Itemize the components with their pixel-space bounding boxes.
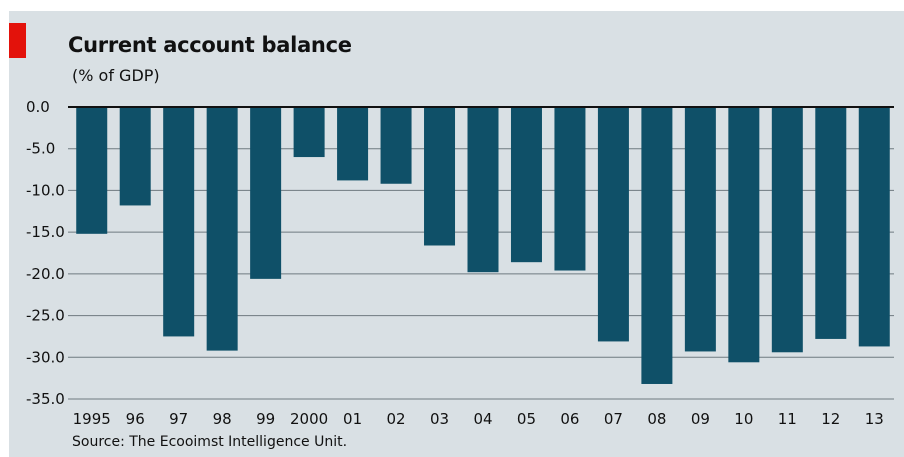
x-tick-label: 12	[821, 410, 840, 428]
y-tick-label: -10.0	[26, 181, 65, 199]
y-tick-label: -5.0	[26, 140, 55, 158]
x-tick-label: 11	[778, 410, 797, 428]
bar	[771, 107, 803, 353]
x-tick-label: 09	[691, 410, 710, 428]
y-tick-label: 0.0	[26, 98, 50, 116]
bar	[337, 107, 369, 181]
bar	[554, 107, 586, 271]
chart-title: Current account balance	[68, 33, 352, 57]
bar	[206, 107, 238, 351]
bar	[467, 107, 499, 273]
x-tick-label: 2000	[290, 410, 328, 428]
bar	[815, 107, 847, 339]
x-tick-label: 1995	[73, 410, 111, 428]
bar	[163, 107, 195, 337]
x-tick-label: 08	[647, 410, 666, 428]
x-tick-label: 96	[126, 410, 145, 428]
x-tick-label: 03	[430, 410, 449, 428]
x-tick-label: 99	[256, 410, 275, 428]
chart-subtitle: (% of GDP)	[72, 66, 160, 85]
bar	[641, 107, 673, 384]
x-tick-label: 06	[560, 410, 579, 428]
x-tick-label: 04	[473, 410, 492, 428]
y-tick-label: -20.0	[26, 265, 65, 283]
bar	[597, 107, 629, 342]
bar	[424, 107, 456, 246]
x-tick-label: 07	[604, 410, 623, 428]
x-tick-label: 10	[734, 410, 753, 428]
y-tick-label: -25.0	[26, 307, 65, 325]
bar	[858, 107, 890, 347]
bar	[510, 107, 542, 263]
x-tick-label: 98	[213, 410, 232, 428]
bar	[119, 107, 151, 206]
y-tick-label: -35.0	[26, 390, 65, 408]
x-tick-label: 01	[343, 410, 362, 428]
x-tick-label: 97	[169, 410, 188, 428]
x-tick-label: 05	[517, 410, 536, 428]
bar	[728, 107, 760, 363]
bar	[250, 107, 282, 279]
bar	[76, 107, 108, 234]
bar	[380, 107, 412, 184]
bar	[684, 107, 716, 352]
chart-source: Source: The Ecooimst Intelligence Unit.	[72, 434, 348, 450]
x-tick-label: 13	[865, 410, 884, 428]
y-tick-label: -30.0	[26, 348, 65, 366]
y-tick-label: -15.0	[26, 223, 65, 241]
x-tick-label: 02	[387, 410, 406, 428]
brand-red-tag	[9, 23, 26, 58]
bar	[293, 107, 325, 158]
